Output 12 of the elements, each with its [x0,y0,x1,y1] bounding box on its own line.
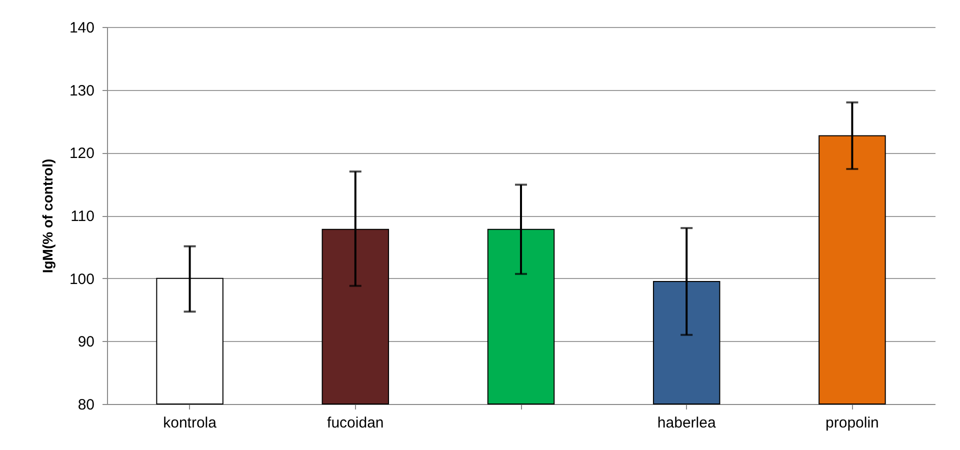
y-tick-label: 100 [69,270,94,288]
x-tick-label: fucoidan [327,414,384,432]
y-tick-label: 140 [69,20,94,36]
y-tick-label: 110 [70,208,94,225]
x-tick-label: propolin [826,414,879,432]
y-axis-title: IgM(% of control) [39,158,56,274]
y-tick-label: 130 [69,82,94,100]
y-tick-label: 120 [69,145,94,162]
x-tick-label: kontrola [163,414,218,432]
x-tick-label: haberlea [657,414,716,432]
y-tick-label: 80 [78,396,94,414]
y-tick-label: 90 [78,334,94,351]
